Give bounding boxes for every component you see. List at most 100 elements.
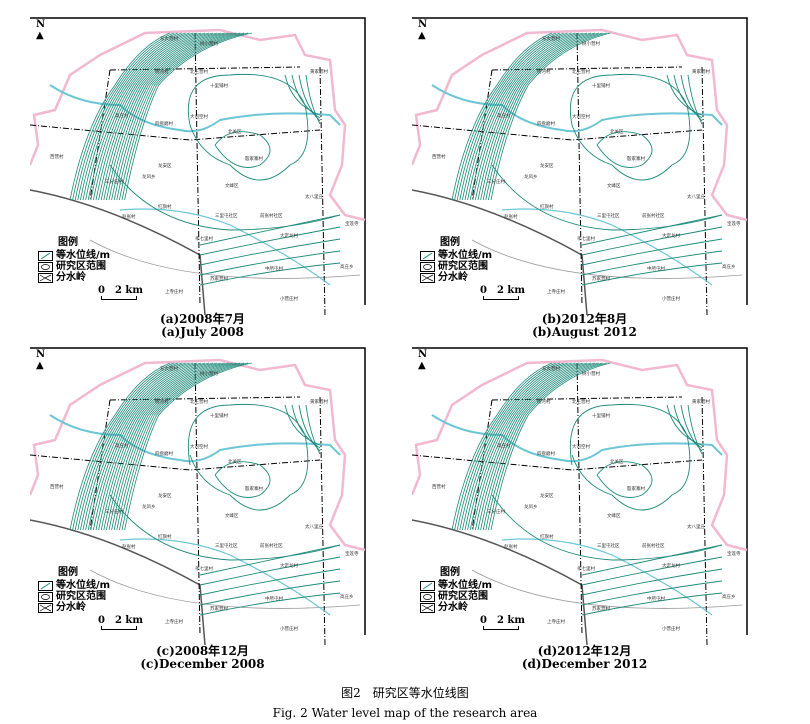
contour-line bbox=[472, 32, 584, 201]
place-label: 龙安区 bbox=[540, 162, 554, 169]
scale-end: 2 km bbox=[114, 285, 143, 296]
north-arrow-icon: N ▲ bbox=[418, 349, 427, 371]
north-arrow-glyph: ▲ bbox=[418, 360, 426, 371]
legend-item: 研究区范围 bbox=[420, 261, 492, 272]
contour-line bbox=[305, 74, 321, 125]
place-label: 小营庄村 bbox=[662, 295, 680, 302]
legend-item-label: 分水岭 bbox=[56, 272, 86, 283]
place-label: 龙安区 bbox=[158, 162, 172, 169]
place-label: 杨河村 bbox=[155, 68, 169, 75]
place-label: 龙安区 bbox=[540, 492, 554, 499]
contour-line bbox=[488, 362, 607, 531]
contour-line bbox=[77, 32, 182, 201]
contour-line bbox=[108, 362, 229, 531]
map-legend: 图例 等水位线/m 研究区范围 分水岭 bbox=[420, 567, 492, 613]
place-label: 宝莲寺 bbox=[345, 220, 359, 227]
contour-line bbox=[111, 32, 233, 201]
boundary-symbol-icon bbox=[420, 591, 435, 602]
contour-line bbox=[462, 362, 568, 531]
contour-line bbox=[95, 32, 210, 201]
legend-item: 分水岭 bbox=[420, 602, 492, 613]
divide-symbol-icon bbox=[38, 602, 53, 613]
study-area-boundary bbox=[412, 28, 748, 222]
contour-line bbox=[284, 74, 321, 116]
contour-line bbox=[666, 404, 703, 446]
contour-line bbox=[214, 131, 271, 168]
caption-cn: (a)2008年7月 bbox=[160, 312, 245, 326]
contour-line bbox=[82, 362, 190, 531]
study-area-boundary bbox=[30, 28, 366, 222]
contour-line bbox=[475, 32, 588, 201]
contour-line bbox=[116, 362, 241, 531]
place-label: 高庄乡 bbox=[340, 263, 354, 270]
place-label: 殷家寨村 bbox=[245, 485, 263, 492]
place-label: 小营庄村 bbox=[280, 295, 298, 302]
legend-item: 分水岭 bbox=[38, 272, 110, 283]
place-label: 上寺庄村 bbox=[547, 618, 565, 625]
place-label: 三分庄村 bbox=[105, 508, 123, 515]
place-label: 苏家营村 bbox=[592, 275, 610, 282]
contour-line bbox=[80, 32, 186, 201]
place-label: 中所屯村 bbox=[647, 265, 665, 272]
place-label: 红旗村 bbox=[540, 203, 554, 210]
road bbox=[471, 239, 743, 279]
contour-line bbox=[459, 362, 564, 531]
contour-line bbox=[581, 556, 723, 586]
contour-line bbox=[199, 556, 341, 586]
contour-line bbox=[490, 32, 611, 201]
legend-item-label: 研究区范围 bbox=[56, 591, 106, 602]
place-label: 西营村 bbox=[50, 153, 64, 160]
contour-line bbox=[485, 362, 603, 531]
place-label: 殷家寨村 bbox=[245, 155, 263, 162]
railway bbox=[412, 189, 588, 315]
contour-line bbox=[119, 32, 245, 201]
road bbox=[89, 569, 361, 609]
contour-line bbox=[119, 362, 245, 531]
place-label: 上寺庄村 bbox=[547, 288, 565, 295]
railway bbox=[30, 189, 206, 315]
contour-line bbox=[469, 362, 580, 531]
divide-symbol-icon bbox=[38, 272, 53, 283]
place-label: 孝七里村 bbox=[195, 565, 213, 572]
north-arrow-glyph: ▲ bbox=[418, 30, 426, 41]
scale-bar: 0 2 km bbox=[480, 615, 525, 630]
railway bbox=[30, 519, 206, 645]
contour-line bbox=[480, 32, 596, 201]
place-label: 太八里庄 bbox=[305, 193, 323, 200]
place-label: 文峰区 bbox=[225, 512, 239, 519]
contour-line bbox=[121, 362, 249, 531]
place-label: 三里屯社区 bbox=[597, 212, 620, 219]
place-label: 高庄乡 bbox=[340, 593, 354, 600]
place-label: 文峰区 bbox=[607, 182, 621, 189]
map-panel-d: 东大营村 树小营村 杨河村 北王营村 十里铺村 黄家营村 西营村 大司空村 四盘磨村 北关区 高庄村… bbox=[412, 345, 757, 645]
north-label: N bbox=[418, 19, 428, 30]
contour-line bbox=[456, 362, 560, 531]
place-label: 小营庄村 bbox=[280, 625, 298, 632]
legend-item: 分水岭 bbox=[420, 272, 492, 283]
map-panel-a: 东大营村 树小营村 杨河村 北王营村 十里铺村 黄家营村 西营村 大司空村 四盘磨村 北关区 高庄村… bbox=[30, 15, 375, 315]
contour-line bbox=[72, 32, 175, 201]
contour-line bbox=[199, 238, 341, 266]
place-label: 龙凤乡 bbox=[524, 173, 538, 180]
contour-line bbox=[90, 362, 202, 531]
place-label: 高庄村 bbox=[115, 442, 129, 449]
place-label: 殷家寨村 bbox=[627, 155, 645, 162]
place-label: 树小营村 bbox=[582, 370, 600, 377]
place-label: 大司空村 bbox=[572, 113, 590, 120]
contour-line bbox=[95, 362, 210, 531]
contour-symbol-icon bbox=[38, 580, 53, 591]
contour-line bbox=[469, 32, 580, 201]
legend-item: 等水位线/m bbox=[38, 250, 110, 261]
contour-line bbox=[187, 403, 309, 511]
place-label: 北关区 bbox=[228, 128, 242, 135]
place-label: 黄家营村 bbox=[310, 68, 328, 75]
contour-line bbox=[103, 32, 221, 201]
map-legend: 图例 等水位线/m 研究区范围 分水岭 bbox=[420, 237, 492, 283]
place-label: 龙凤乡 bbox=[524, 503, 538, 510]
contour-line bbox=[581, 592, 723, 616]
contour-line bbox=[80, 362, 186, 531]
place-label: 高庄乡 bbox=[722, 263, 736, 270]
north-arrow-glyph: ▲ bbox=[36, 30, 44, 41]
river bbox=[431, 84, 723, 133]
